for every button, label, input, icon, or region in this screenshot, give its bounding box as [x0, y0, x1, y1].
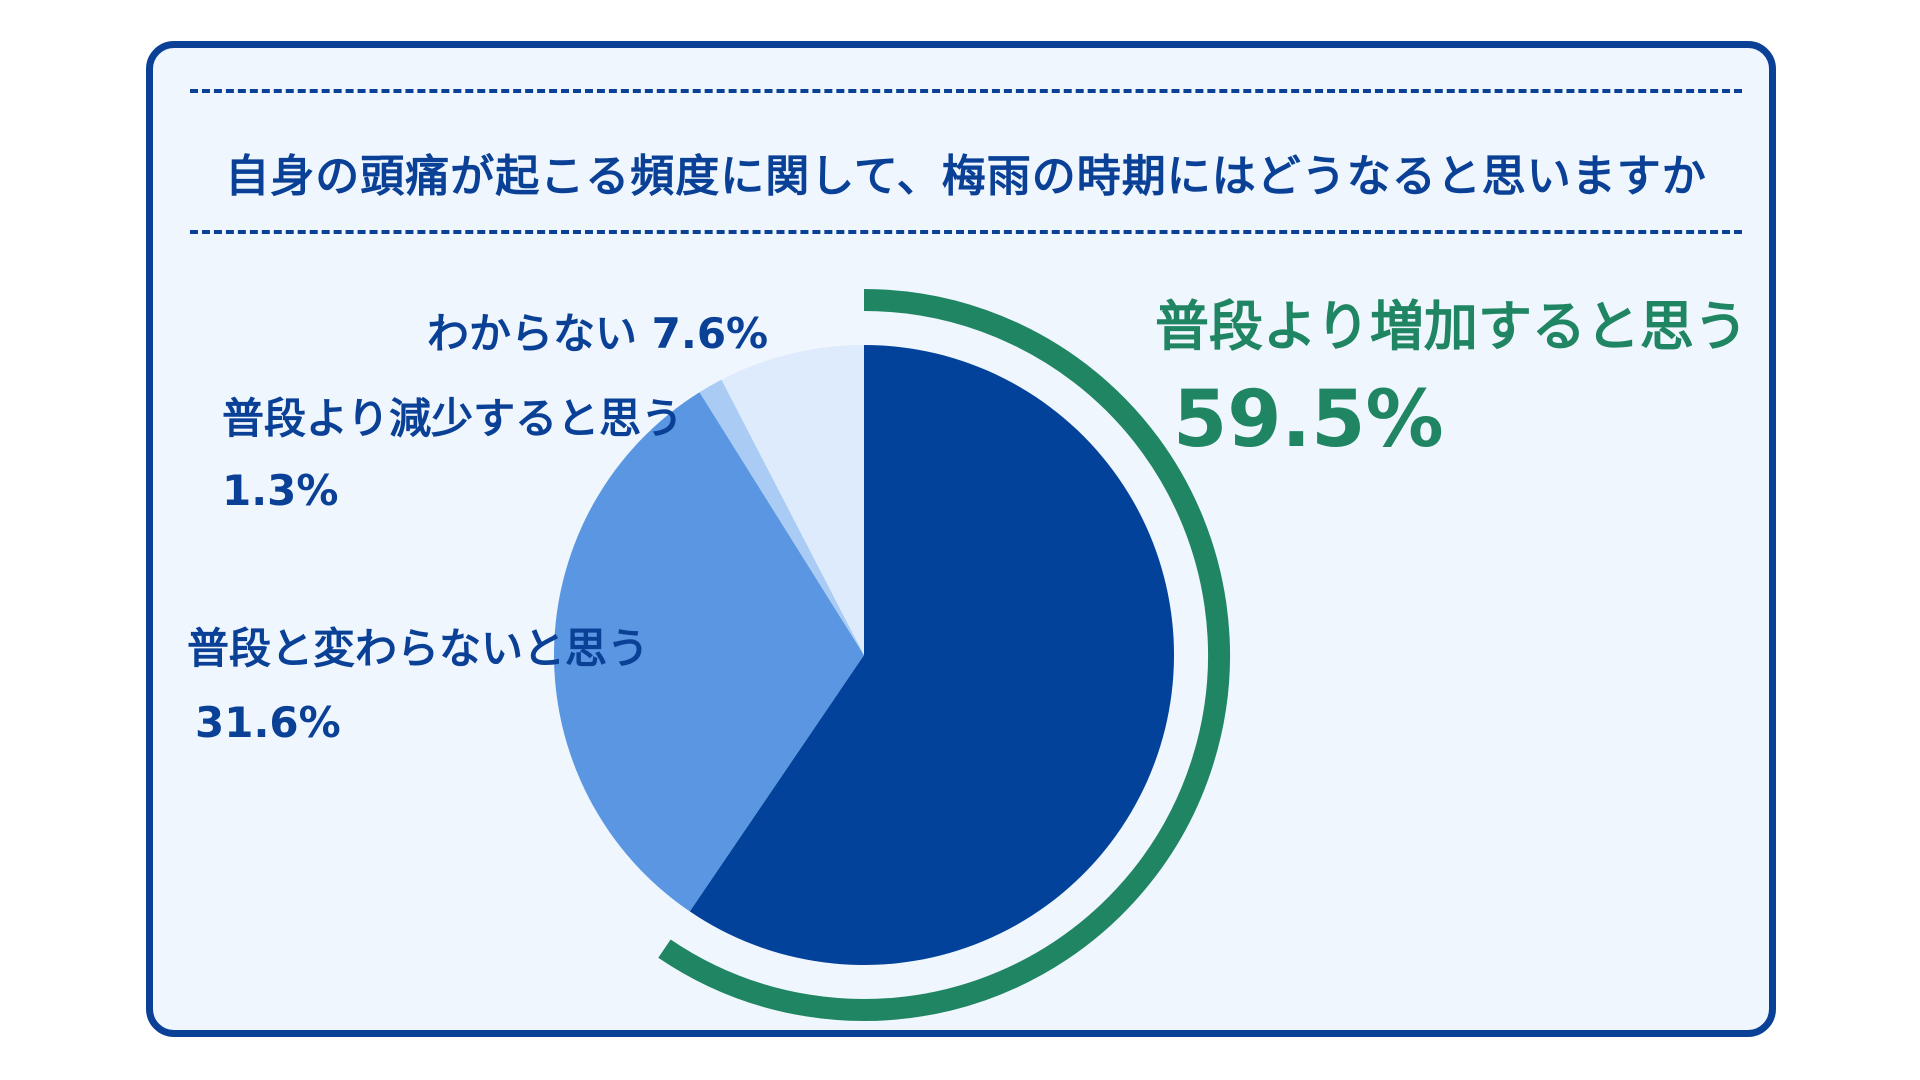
slice-name-increase: 普段より増加すると思う [1155, 295, 1748, 358]
pie-slice-increase [689, 345, 1174, 965]
slice-label-increase: 普段より増加すると思う 59.5% [1155, 282, 1748, 465]
slice-value-same: 31.6% [195, 698, 341, 747]
slice-label-decrease: 普段より減少すると思う 1.3% [222, 385, 683, 515]
slice-value-increase: 59.5% [1173, 375, 1444, 465]
slice-name-same: 普段と変わらないと思う [187, 624, 650, 673]
slice-value-decrease: 1.3% [222, 466, 339, 515]
slice-name-decrease: 普段より減少すると思う [222, 394, 684, 443]
slice-value-unknown: 7.6% [651, 309, 769, 358]
pie-slice-same [554, 392, 864, 912]
title-divider-top [190, 89, 1742, 93]
chart-title: 自身の頭痛が起こる頻度に関して、梅雨の時期にはどうなると思いますか [225, 151, 1707, 202]
slice-label-same: 普段と変わらないと思う 31.6% [187, 615, 649, 747]
pie-slice-decrease [699, 379, 864, 655]
title-divider-bottom [190, 230, 1742, 234]
highlight-arc-increase [658, 289, 1230, 1021]
pie-slice-unknown [721, 345, 864, 655]
slice-name-unknown: わからない [427, 309, 638, 358]
slice-label-unknown: わからない 7.6% [427, 300, 768, 361]
